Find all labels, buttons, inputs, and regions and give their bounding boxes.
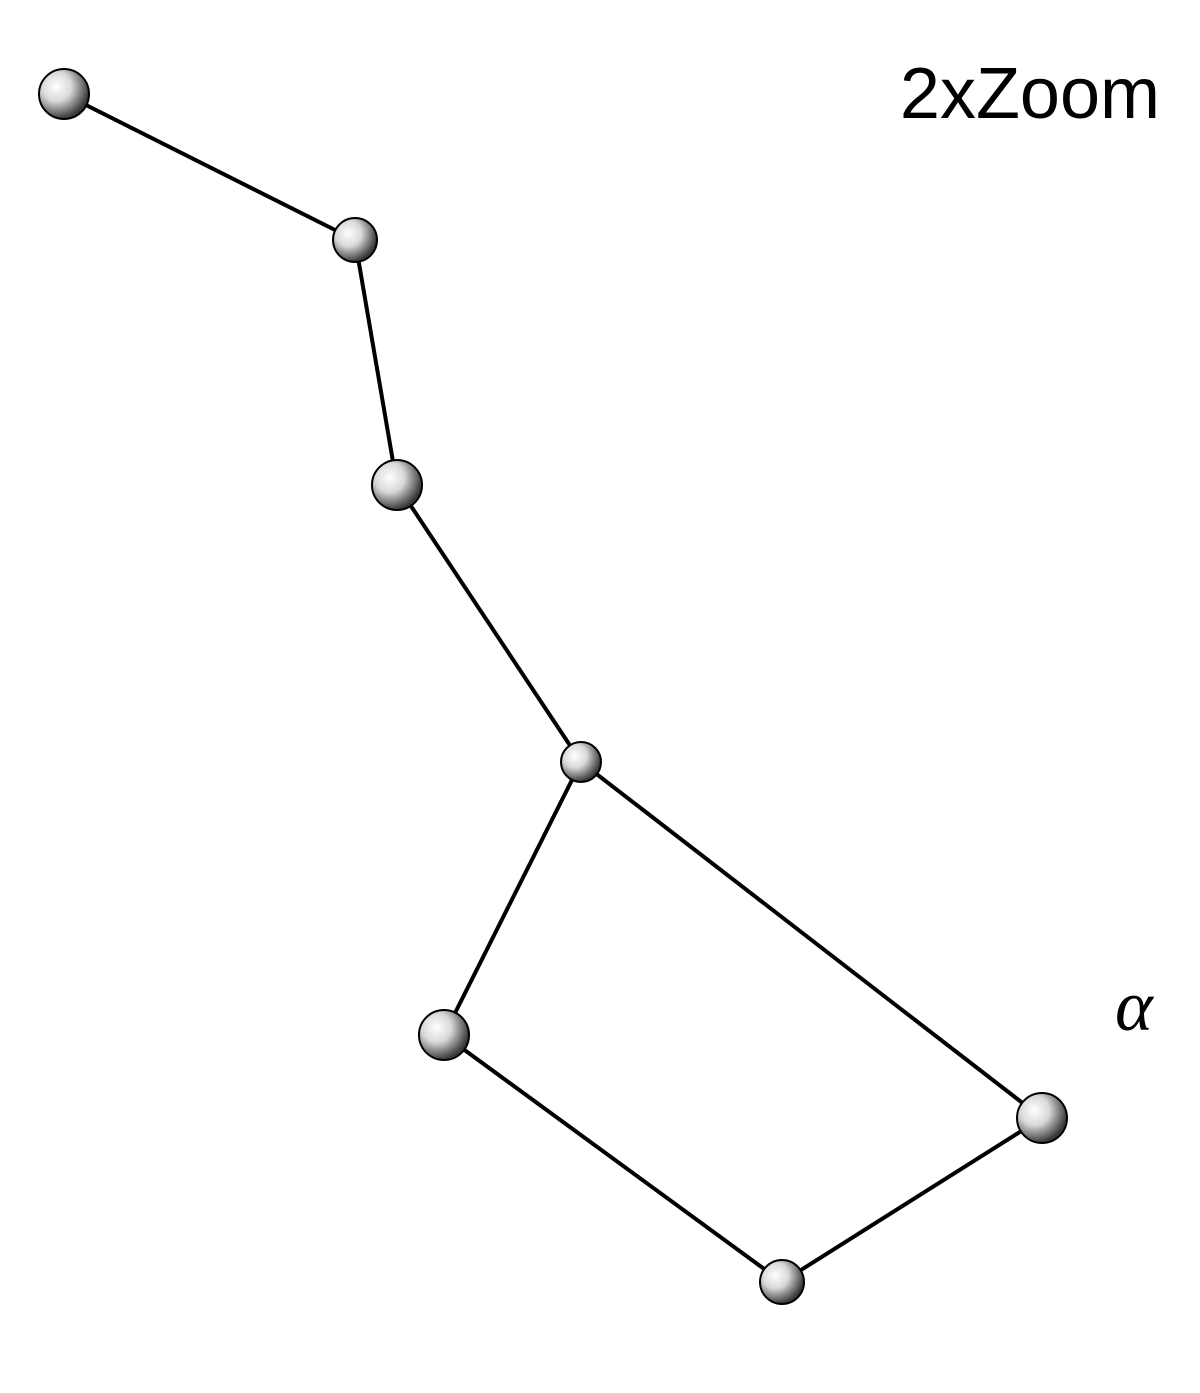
edge — [64, 94, 355, 240]
star-node — [372, 460, 422, 510]
edge — [782, 1118, 1042, 1282]
edge — [355, 240, 397, 485]
nodes-layer — [39, 69, 1067, 1304]
star-node — [1017, 1093, 1067, 1143]
constellation-diagram: 2xZoom α — [0, 0, 1200, 1393]
star-node — [419, 1010, 469, 1060]
star-node — [561, 742, 601, 782]
star-node — [760, 1260, 804, 1304]
star-node — [39, 69, 89, 119]
star-node — [333, 218, 377, 262]
edges-layer — [64, 94, 1042, 1282]
edge — [444, 1035, 782, 1282]
edge — [444, 762, 581, 1035]
edge — [397, 485, 581, 762]
alpha-label: α — [1115, 966, 1154, 1046]
edge — [581, 762, 1042, 1118]
zoom-label: 2xZoom — [900, 54, 1160, 134]
